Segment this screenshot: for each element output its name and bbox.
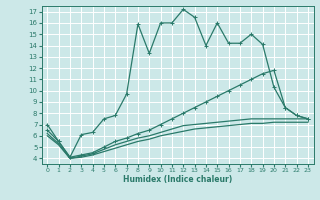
X-axis label: Humidex (Indice chaleur): Humidex (Indice chaleur) [123, 175, 232, 184]
